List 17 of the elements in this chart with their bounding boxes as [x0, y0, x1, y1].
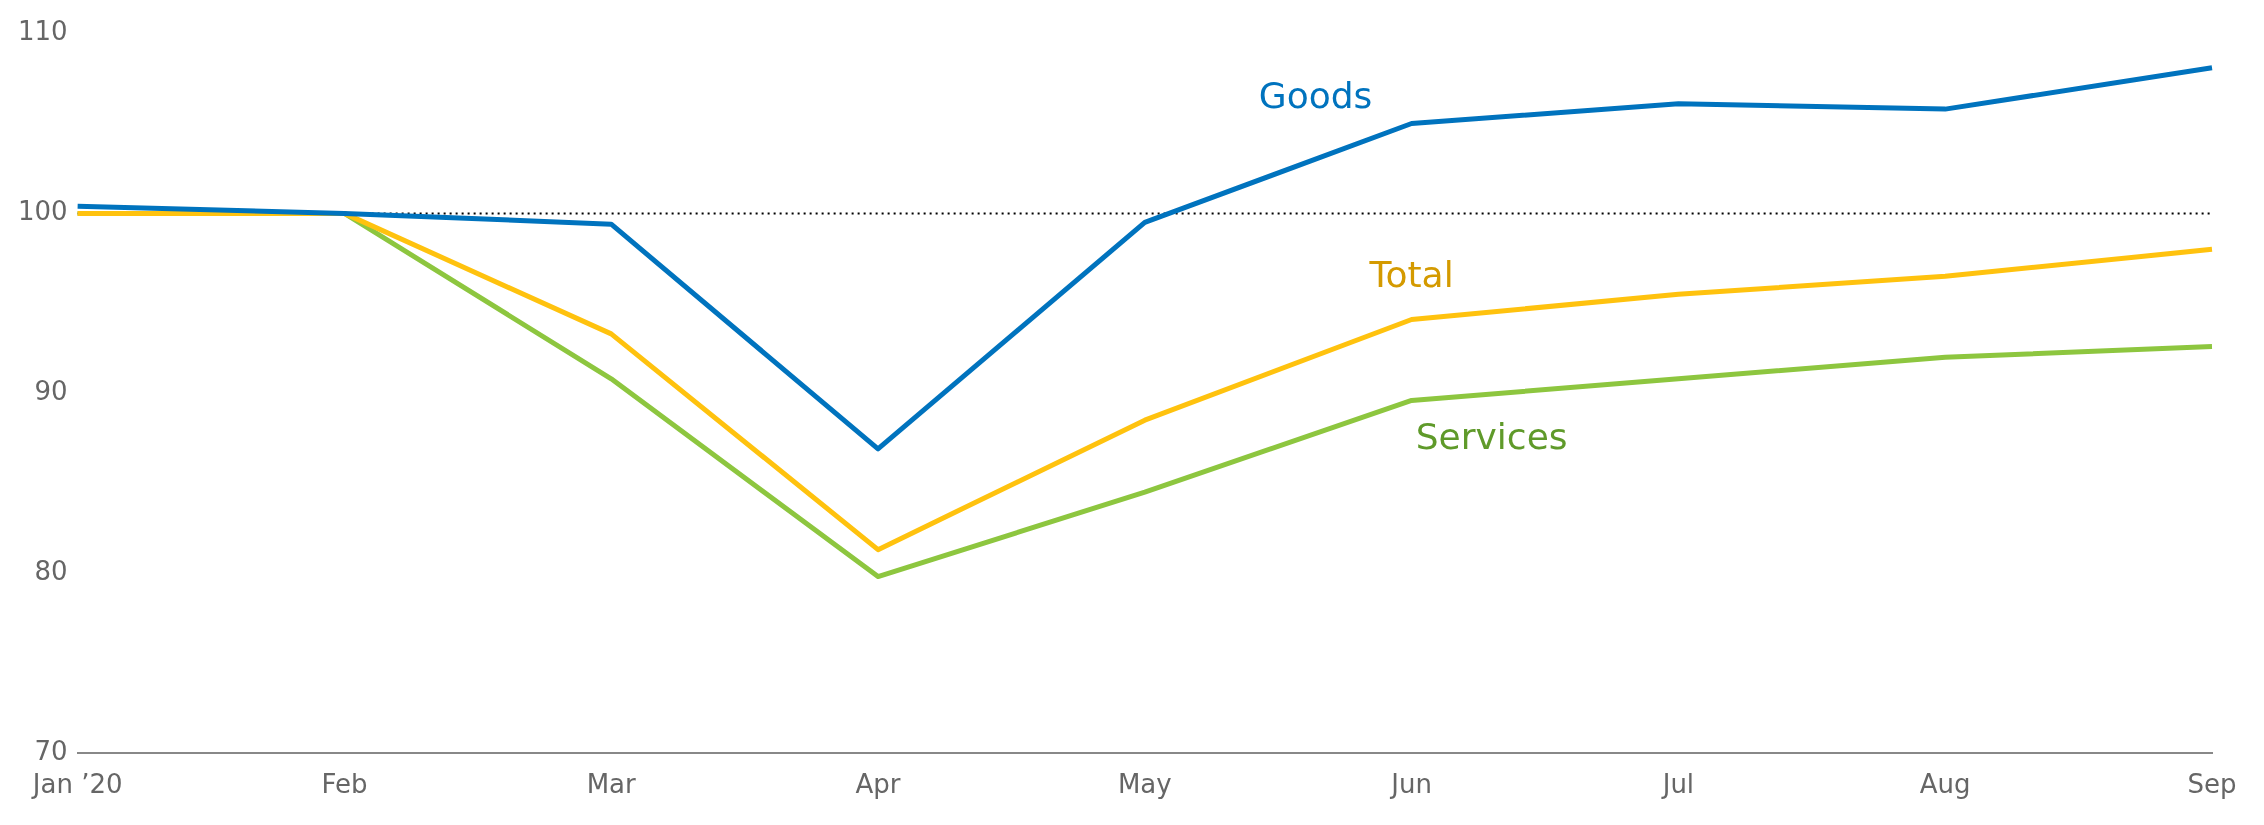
series-label: Goods — [1258, 74, 1373, 116]
x-tick-label: Sep — [2187, 769, 2237, 800]
y-tick-label: 90 — [34, 375, 68, 406]
x-tick-label: Aug — [1919, 769, 1971, 800]
series-label: Total — [1368, 254, 1454, 296]
x-tick-label: Jan ’20 — [30, 769, 123, 800]
x-tick-label: Jun — [1389, 769, 1432, 800]
y-tick-label: 80 — [34, 555, 68, 586]
x-tick-label: Feb — [321, 769, 368, 800]
y-tick-label: 110 — [17, 16, 68, 47]
x-tick-label: Mar — [586, 769, 637, 800]
y-tick-label: 100 — [17, 196, 68, 227]
x-tick-label: Jul — [1660, 769, 1695, 800]
series-label: Services — [1415, 416, 1568, 458]
x-tick-label: Apr — [855, 769, 901, 800]
x-tick-label: May — [1117, 769, 1172, 800]
y-tick-label: 70 — [34, 735, 68, 766]
